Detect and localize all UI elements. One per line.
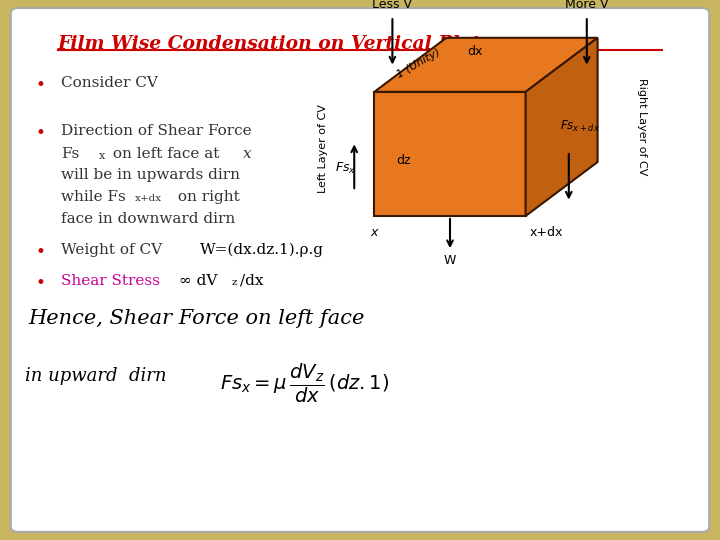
Text: $Fs_x = \mu\,\dfrac{dV_z}{dx}\,(dz.1)$: $Fs_x = \mu\,\dfrac{dV_z}{dx}\,(dz.1)$ <box>220 362 389 405</box>
Text: face in downward dirn: face in downward dirn <box>61 212 235 226</box>
Text: Film Wise Condensation on Vertical Plate: Film Wise Condensation on Vertical Plate <box>58 35 492 53</box>
Text: Right Layer of CV: Right Layer of CV <box>637 78 647 176</box>
Text: Fs: Fs <box>61 147 79 161</box>
Text: Less V: Less V <box>372 0 413 11</box>
Text: Direction of Shear Force: Direction of Shear Force <box>61 124 252 138</box>
Text: dz: dz <box>396 153 410 167</box>
Text: Weight of CV: Weight of CV <box>61 243 162 257</box>
Text: will be in upwards dirn: will be in upwards dirn <box>61 168 240 183</box>
Text: /dx: /dx <box>240 274 264 288</box>
Text: W=(dx.dz.1).ρ.g: W=(dx.dz.1).ρ.g <box>200 243 324 258</box>
Text: while Fs: while Fs <box>61 190 126 204</box>
Text: W: W <box>444 254 456 267</box>
Text: Left Layer of CV: Left Layer of CV <box>318 104 328 193</box>
Text: •: • <box>36 124 46 142</box>
Text: x: x <box>371 226 378 239</box>
Polygon shape <box>526 38 598 216</box>
Text: $Fs_x$: $Fs_x$ <box>335 161 356 177</box>
Text: x: x <box>99 151 105 161</box>
Text: Hence, Shear Force on left face: Hence, Shear Force on left face <box>29 309 365 328</box>
Text: on left face at: on left face at <box>108 147 224 161</box>
Polygon shape <box>374 38 598 92</box>
Text: x+dx: x+dx <box>529 226 562 239</box>
Text: in upward  dirn: in upward dirn <box>25 367 167 385</box>
Text: Shear Stress: Shear Stress <box>61 274 160 288</box>
Polygon shape <box>374 92 526 216</box>
Text: ∞ dV: ∞ dV <box>179 274 217 288</box>
Text: dx: dx <box>467 45 483 58</box>
Text: on right: on right <box>173 190 240 204</box>
Text: •: • <box>36 243 46 261</box>
Text: 1 (Unity): 1 (Unity) <box>395 47 443 80</box>
Text: More V: More V <box>565 0 608 11</box>
Text: Consider CV: Consider CV <box>61 76 158 90</box>
Text: x+dx: x+dx <box>135 194 163 203</box>
Text: $Fs_{x+dx}$: $Fs_{x+dx}$ <box>560 119 600 134</box>
Text: •: • <box>36 274 46 292</box>
Text: z: z <box>232 278 238 287</box>
Text: •: • <box>36 76 46 93</box>
Text: x: x <box>243 147 252 161</box>
